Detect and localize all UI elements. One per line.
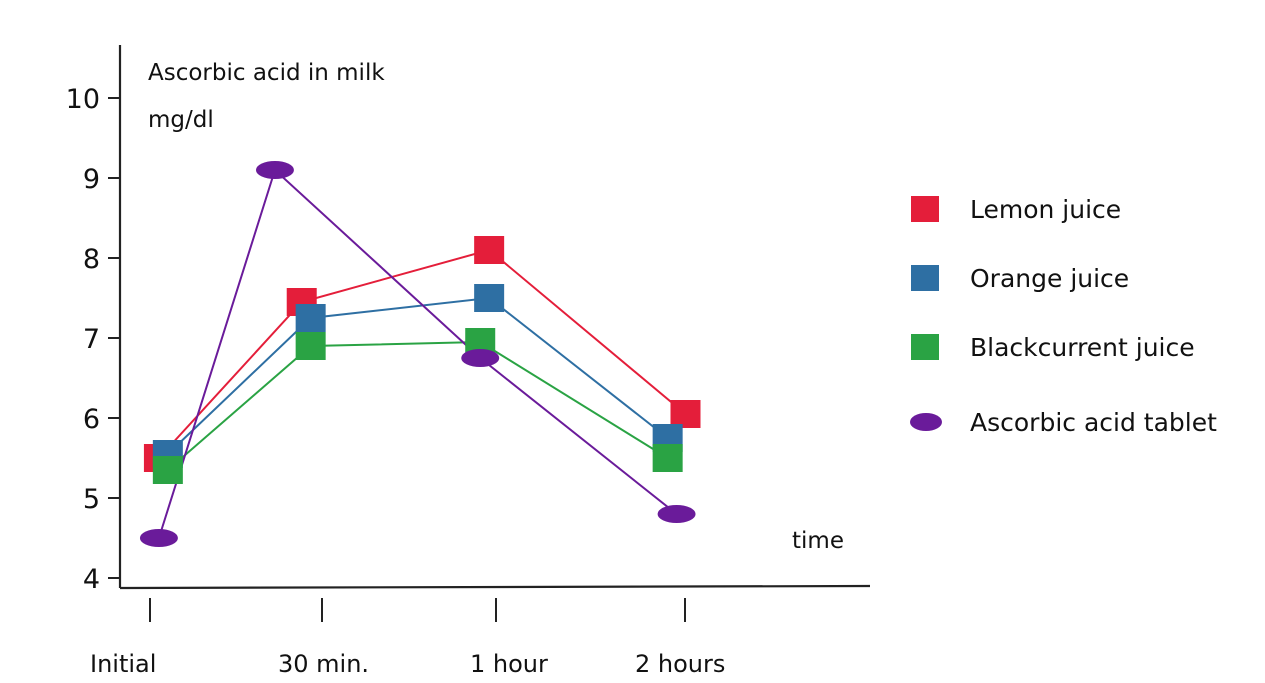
x-tick-label: 2 hours xyxy=(635,650,725,678)
x-tick-label: Initial xyxy=(90,650,156,678)
data-point xyxy=(474,236,505,264)
series-line xyxy=(158,248,687,459)
legend-item: Ascorbic acid tablet xyxy=(910,408,1217,437)
data-point xyxy=(474,284,505,312)
legend-label: Ascorbic acid tablet xyxy=(970,408,1217,437)
legend-label: Blackcurrent juice xyxy=(970,333,1195,362)
x-axis-title: time xyxy=(792,528,844,554)
data-point xyxy=(139,529,178,547)
data-point xyxy=(670,400,701,428)
legend-item: Lemon juice xyxy=(911,195,1121,224)
y-tick-label: 8 xyxy=(83,244,100,275)
x-tick-label: 1 hour xyxy=(470,650,548,678)
legend-swatch xyxy=(911,265,939,291)
y-ticks: 4 5 6 7 8 9 10 xyxy=(66,84,120,595)
legend-label: Lemon juice xyxy=(970,195,1121,224)
y-tick-label: 6 xyxy=(83,404,100,435)
data-point xyxy=(652,444,683,472)
y-tick-label: 5 xyxy=(83,484,100,515)
data-point xyxy=(295,332,326,360)
legend-swatch xyxy=(910,413,942,431)
series-line xyxy=(167,340,669,471)
x-axis-line xyxy=(119,584,871,590)
x-tick-label: 30 min. xyxy=(278,650,369,678)
y-tick-label: 10 xyxy=(66,84,100,115)
series-lines xyxy=(157,168,687,539)
data-point xyxy=(255,161,294,179)
series-line xyxy=(157,168,678,539)
legend-swatch xyxy=(911,196,939,222)
data-point xyxy=(657,505,696,523)
y-axis-title: Ascorbic acid in milk xyxy=(148,60,385,86)
data-point xyxy=(461,349,500,367)
data-point xyxy=(152,456,183,484)
series-line xyxy=(167,296,669,455)
legend: Lemon juice Orange juice Blackcurrent juic… xyxy=(910,195,1217,437)
y-tick-label: 7 xyxy=(83,324,100,355)
x-ticks: Initial 30 min. 1 hour 2 hours xyxy=(90,598,725,678)
data-point xyxy=(295,304,326,332)
legend-item: Blackcurrent juice xyxy=(911,333,1195,362)
axes: 4 5 6 7 8 9 10 Initial 30 min. 1 hour 2 hours xyxy=(66,45,871,678)
y-tick-label: 9 xyxy=(83,164,100,195)
legend-label: Orange juice xyxy=(970,264,1129,293)
series-markers xyxy=(139,161,701,547)
legend-item: Orange juice xyxy=(911,264,1129,293)
y-axis-unit: mg/dl xyxy=(148,107,214,133)
y-tick-label: 4 xyxy=(83,564,100,595)
legend-swatch xyxy=(911,334,939,360)
